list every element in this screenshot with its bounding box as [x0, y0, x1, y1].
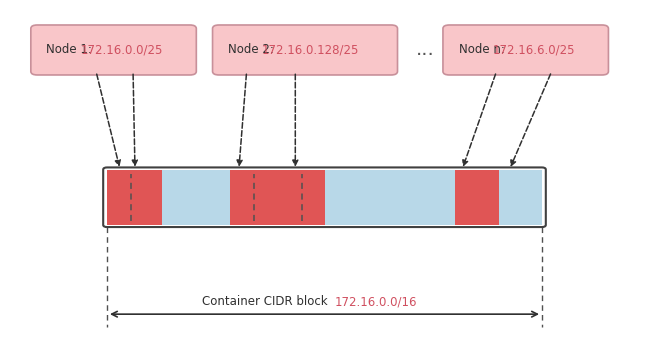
Text: Container CIDR block: Container CIDR block [202, 295, 328, 308]
Text: Node 1:: Node 1: [47, 44, 100, 56]
Bar [499, 170, 542, 225]
Bar [455, 170, 499, 225]
Bar [162, 170, 230, 225]
Text: ...: ... [416, 40, 434, 60]
Text: 172.16.0.0/16: 172.16.0.0/16 [334, 295, 417, 308]
FancyBboxPatch shape [31, 25, 196, 75]
Bar [325, 170, 455, 225]
FancyBboxPatch shape [443, 25, 609, 75]
Text: 172.16.0.128/25: 172.16.0.128/25 [262, 44, 360, 56]
Text: 172.16.0.0/25: 172.16.0.0/25 [80, 44, 163, 56]
Text: Node 2:: Node 2: [228, 44, 282, 56]
Text: Node n:: Node n: [459, 44, 512, 56]
FancyBboxPatch shape [213, 25, 397, 75]
Bar [278, 170, 325, 225]
Text: 172.16.6.0/25: 172.16.6.0/25 [493, 44, 575, 56]
Bar [107, 170, 162, 225]
Bar [230, 170, 278, 225]
